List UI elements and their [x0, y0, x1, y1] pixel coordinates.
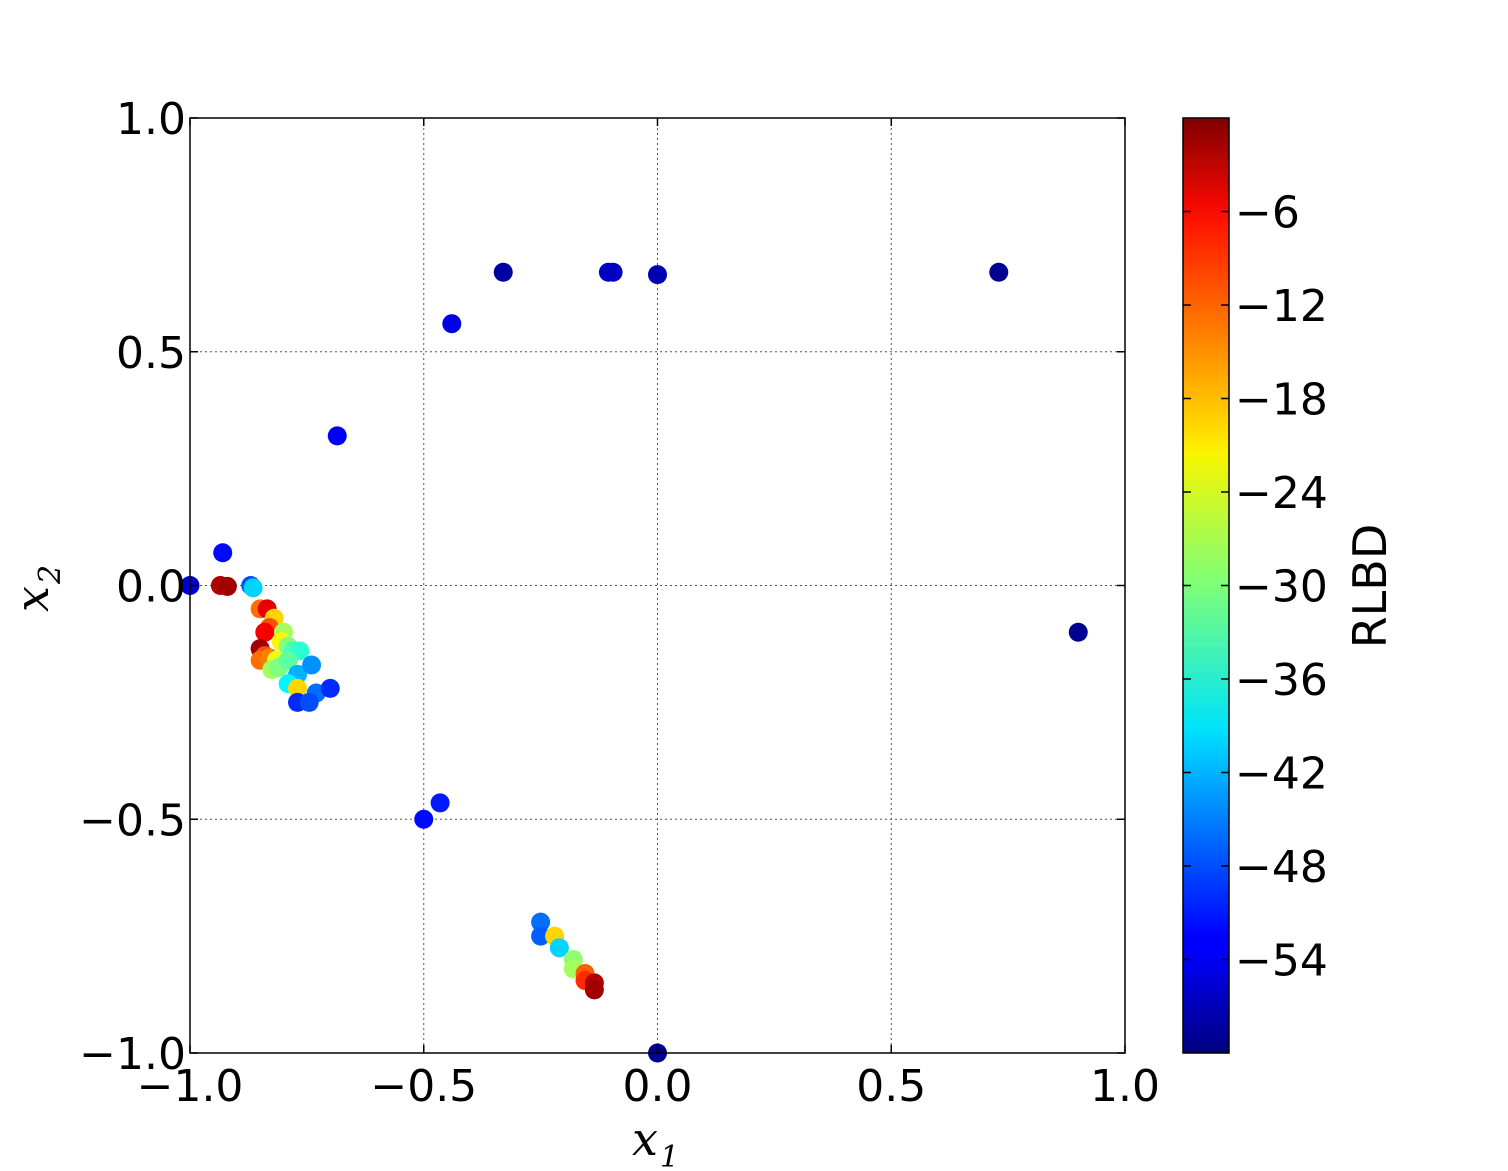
colorbar-tick-label: −54: [1235, 936, 1328, 987]
scatter-point: [430, 793, 450, 813]
scatter-point: [288, 678, 308, 698]
scatter-point: [584, 980, 604, 1000]
colorbar-tick-label: −6: [1235, 188, 1300, 239]
colorbar-tick-label: −12: [1235, 281, 1328, 332]
scatter-point: [1068, 622, 1088, 642]
x-tick-label: −1.0: [137, 1061, 244, 1112]
grid-lines: [190, 118, 1125, 1053]
scatter-point: [320, 678, 340, 698]
scatter-point: [414, 809, 434, 829]
x-tick-label: 1.0: [1090, 1061, 1160, 1112]
x-axis-ticks: −1.0 −0.5 0.0 0.5 1.0: [137, 118, 1160, 1112]
scatter-point: [299, 692, 319, 712]
x-tick-label: −0.5: [370, 1061, 477, 1112]
colorbar-ticks: −6 −12 −18 −24 −30 −36 −42 −48 −54: [1183, 188, 1328, 987]
y-axis-label-subscript: 2: [33, 565, 68, 585]
scatter-point: [278, 650, 298, 670]
colorbar: −6 −12 −18 −24 −30 −36 −42 −48 −54 RLBD: [1182, 117, 1397, 1054]
scatter-point: [302, 655, 322, 675]
colorbar-tick-label: −18: [1235, 375, 1328, 426]
colorbar-tick-label: −48: [1235, 842, 1328, 893]
scatter-point: [213, 543, 233, 563]
colorbar-tick-label: −36: [1235, 655, 1328, 706]
scatter-point: [603, 262, 623, 282]
y-tick-label: 0.5: [116, 328, 186, 379]
scatter-point: [493, 262, 513, 282]
y-tick-label: −0.5: [79, 795, 186, 846]
colorbar-label: RLBD: [1343, 524, 1397, 649]
scatter-point: [989, 262, 1009, 282]
x-axis-label-subscript: 1: [660, 1140, 679, 1171]
x-tick-label: 0.5: [856, 1061, 926, 1112]
y-axis-label: x2: [5, 565, 68, 612]
colorbar-tick-label: −24: [1235, 468, 1328, 519]
scatter-point: [243, 578, 263, 598]
scatter-points: [180, 262, 1088, 1063]
scatter-point: [531, 912, 551, 932]
colorbar-tick-label: −42: [1235, 749, 1328, 800]
scatter-point: [549, 938, 569, 958]
scatter-point: [327, 426, 347, 446]
colorbar-tick-label: −30: [1235, 562, 1328, 613]
y-tick-label: 0.0: [116, 562, 186, 613]
scatter-point: [255, 622, 275, 642]
x-tick-label: 0.0: [623, 1061, 693, 1112]
scatter-point: [442, 314, 462, 334]
scatter-point: [648, 265, 667, 285]
y-tick-label: 1.0: [116, 94, 186, 145]
y-tick-label: −1.0: [79, 1029, 186, 1080]
x-axis-label: x1: [632, 1112, 679, 1171]
scatter-point: [217, 576, 237, 596]
y-axis-ticks: −1.0 −0.5 0.0 0.5 1.0: [79, 94, 1125, 1080]
scatter-point: [531, 926, 551, 946]
